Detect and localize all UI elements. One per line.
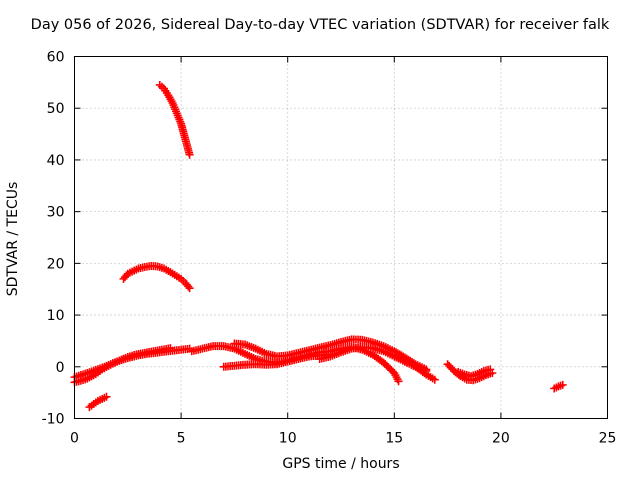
series-low-9 [390, 352, 439, 384]
y-tick-label: 40 [47, 153, 65, 169]
x-tick-label: 20 [492, 431, 510, 447]
data-point [558, 380, 567, 389]
y-tick-label: 30 [47, 205, 65, 221]
y-tick-label: 20 [47, 256, 65, 272]
y-tick-label: 50 [47, 101, 65, 117]
x-tick-label: 0 [70, 431, 79, 447]
data-point [166, 344, 175, 353]
data-point [185, 150, 194, 159]
axis-ticks: 0 5 10 15 20 25 -10 0 10 20 30 40 50 60 [42, 50, 617, 447]
data-point [102, 392, 111, 401]
series-low-8 [326, 343, 403, 386]
series-arc-high [155, 80, 194, 159]
y-tick-label: -10 [42, 412, 65, 428]
data-point [184, 282, 193, 291]
y-tick-label: 60 [47, 50, 65, 66]
grid-lines [74, 56, 608, 419]
data-point [185, 284, 194, 293]
data-point [486, 365, 495, 374]
y-tick-label: 0 [56, 360, 65, 376]
x-tick-label: 10 [279, 431, 297, 447]
x-tick-label: 5 [177, 431, 186, 447]
chart-title: Day 056 of 2026, Sidereal Day-to-day VTE… [30, 17, 610, 33]
series-low-12 [550, 380, 567, 393]
series-low-3 [85, 392, 111, 412]
series-arc-mid [119, 261, 194, 293]
series-low-11 [454, 365, 495, 381]
series-low-2 [70, 344, 175, 387]
y-tick-label: 10 [47, 308, 65, 324]
data-marks [70, 80, 567, 412]
x-tick-label: 25 [599, 431, 617, 447]
x-axis-label: GPS time / hours [282, 456, 400, 472]
data-point [394, 377, 403, 386]
x-tick-label: 15 [385, 431, 403, 447]
series-low-4 [187, 342, 335, 367]
plot-frame [74, 56, 608, 419]
data-point [430, 375, 439, 384]
